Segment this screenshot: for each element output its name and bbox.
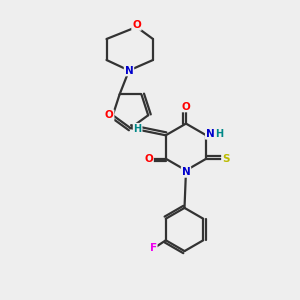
- Text: O: O: [105, 110, 114, 120]
- Text: S: S: [222, 154, 230, 164]
- Text: O: O: [182, 101, 190, 112]
- Text: O: O: [144, 154, 153, 164]
- Text: O: O: [132, 20, 141, 30]
- Text: N: N: [182, 167, 190, 177]
- Text: H: H: [134, 124, 142, 134]
- Text: H: H: [215, 129, 223, 139]
- Text: N: N: [206, 129, 214, 139]
- Text: N: N: [124, 65, 134, 76]
- Text: F: F: [150, 243, 157, 253]
